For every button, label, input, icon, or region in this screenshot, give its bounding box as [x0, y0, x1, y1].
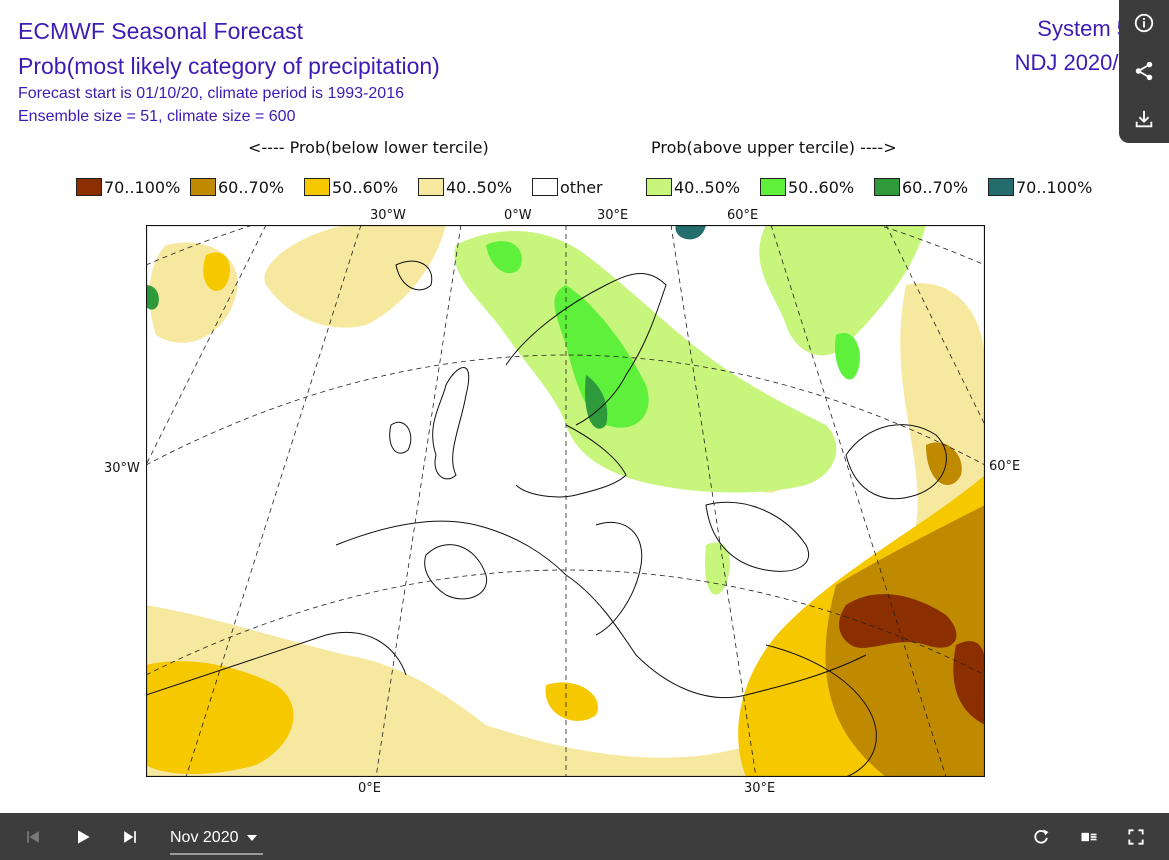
- legend-swatch: [190, 178, 216, 196]
- legend-swatch: [76, 178, 102, 196]
- legend-item: 70..100%: [988, 176, 1092, 198]
- legend-swatch: [304, 178, 330, 196]
- forecast-map: [146, 225, 985, 777]
- legend-label: 60..70%: [902, 177, 969, 197]
- map-frame: [146, 225, 985, 777]
- legend-item: 50..60%: [304, 176, 398, 198]
- top-lon-label: 30°W: [370, 208, 406, 223]
- region-50-60: [545, 682, 598, 721]
- side-toolbar: [1119, 0, 1169, 143]
- info-icon: [1134, 13, 1154, 33]
- legend: 70..100% 60..70% 50..60% 40..50% other 4…: [0, 176, 1169, 198]
- region-above-60-70: [585, 375, 608, 429]
- info-button[interactable]: [1119, 3, 1169, 43]
- skip-back-button[interactable]: [20, 813, 46, 860]
- graticule: [146, 225, 985, 777]
- region-above-70-100: [675, 225, 706, 240]
- view-toggle-button[interactable]: [1076, 813, 1102, 860]
- legend-item: 40..50%: [646, 176, 740, 198]
- top-lon-label: 30°E: [597, 208, 629, 223]
- legend-item: 60..70%: [190, 176, 284, 198]
- region-above-40-50: [705, 542, 730, 595]
- top-lon-label: 60°E: [727, 208, 759, 223]
- page-subtitle: Prob(most likely category of precipitati…: [18, 53, 440, 79]
- month-select[interactable]: Nov 2020: [170, 823, 263, 855]
- legend-swatch: [760, 178, 786, 196]
- month-select-value: Nov 2020: [170, 829, 239, 846]
- legend-item: other: [532, 176, 603, 198]
- region-60-70: [926, 442, 962, 485]
- region-above-40-50: [759, 225, 926, 356]
- page-title: ECMWF Seasonal Forecast: [18, 18, 304, 44]
- left-lat-label: 30°W: [104, 461, 140, 476]
- below-normal-regions: [146, 225, 985, 777]
- skip-forward-button[interactable]: [117, 813, 143, 860]
- region-70-100: [953, 641, 985, 725]
- legend-above-caption: Prob(above upper tercile) ---->: [651, 138, 897, 157]
- region-40-50: [146, 605, 985, 777]
- region-70-100: [839, 594, 957, 648]
- legend-swatch: [532, 178, 558, 196]
- region-above-60-70: [146, 285, 159, 310]
- legend-label: 40..50%: [674, 177, 741, 197]
- play-icon: [78, 829, 90, 844]
- refresh-icon: [1034, 829, 1049, 844]
- legend-item: 60..70%: [874, 176, 968, 198]
- system-label: System 5: [1037, 16, 1129, 41]
- playback-toolbar: Nov 2020: [0, 813, 1169, 860]
- region-40-50: [264, 225, 446, 328]
- play-button[interactable]: [70, 813, 96, 860]
- view-toggle-icon: [1081, 832, 1097, 841]
- download-icon: [1135, 110, 1153, 128]
- right-lat-label: 60°E: [989, 459, 1021, 474]
- download-button[interactable]: [1119, 99, 1169, 139]
- legend-label: 50..60%: [332, 177, 399, 197]
- forecast-start-text: Forecast start is 01/10/20, climate peri…: [18, 85, 404, 102]
- bottom-lon-label: 0°E: [358, 781, 381, 796]
- legend-swatch: [874, 178, 900, 196]
- legend-label: 40..50%: [446, 177, 513, 197]
- region-above-50-60: [486, 241, 522, 274]
- legend-label: 70..100%: [1016, 177, 1093, 197]
- legend-swatch: [988, 178, 1014, 196]
- region-above-50-60: [554, 285, 649, 428]
- chevron-down-icon: [246, 835, 257, 841]
- ensemble-size-text: Ensemble size = 51, climate size = 600: [18, 108, 296, 125]
- region-50-60: [146, 661, 294, 774]
- bottom-lon-label: 30°E: [744, 781, 776, 796]
- map-canvas: [146, 225, 985, 777]
- region-above-50-60: [835, 333, 860, 380]
- fullscreen-button[interactable]: [1123, 813, 1149, 860]
- legend-label: other: [560, 177, 603, 197]
- share-button[interactable]: [1119, 51, 1169, 91]
- share-icon: [1135, 61, 1153, 81]
- skip-forward-icon: [124, 830, 136, 843]
- above-normal-regions: [146, 225, 926, 595]
- region-above-40-50: [454, 231, 837, 493]
- legend-item: 50..60%: [760, 176, 854, 198]
- legend-label: 50..60%: [788, 177, 855, 197]
- top-lon-label: 0°W: [504, 208, 532, 223]
- refresh-button[interactable]: [1028, 813, 1054, 860]
- legend-below-caption: <---- Prob(below lower tercile): [248, 138, 489, 157]
- legend-swatch: [418, 178, 444, 196]
- region-50-60: [203, 252, 230, 291]
- legend-swatch: [646, 178, 672, 196]
- legend-label: 60..70%: [218, 177, 285, 197]
- coastlines: [146, 260, 947, 777]
- legend-item: 70..100%: [76, 176, 180, 198]
- skip-back-icon: [27, 830, 39, 843]
- fullscreen-icon: [1128, 828, 1144, 845]
- legend-item: 40..50%: [418, 176, 512, 198]
- legend-label: 70..100%: [104, 177, 181, 197]
